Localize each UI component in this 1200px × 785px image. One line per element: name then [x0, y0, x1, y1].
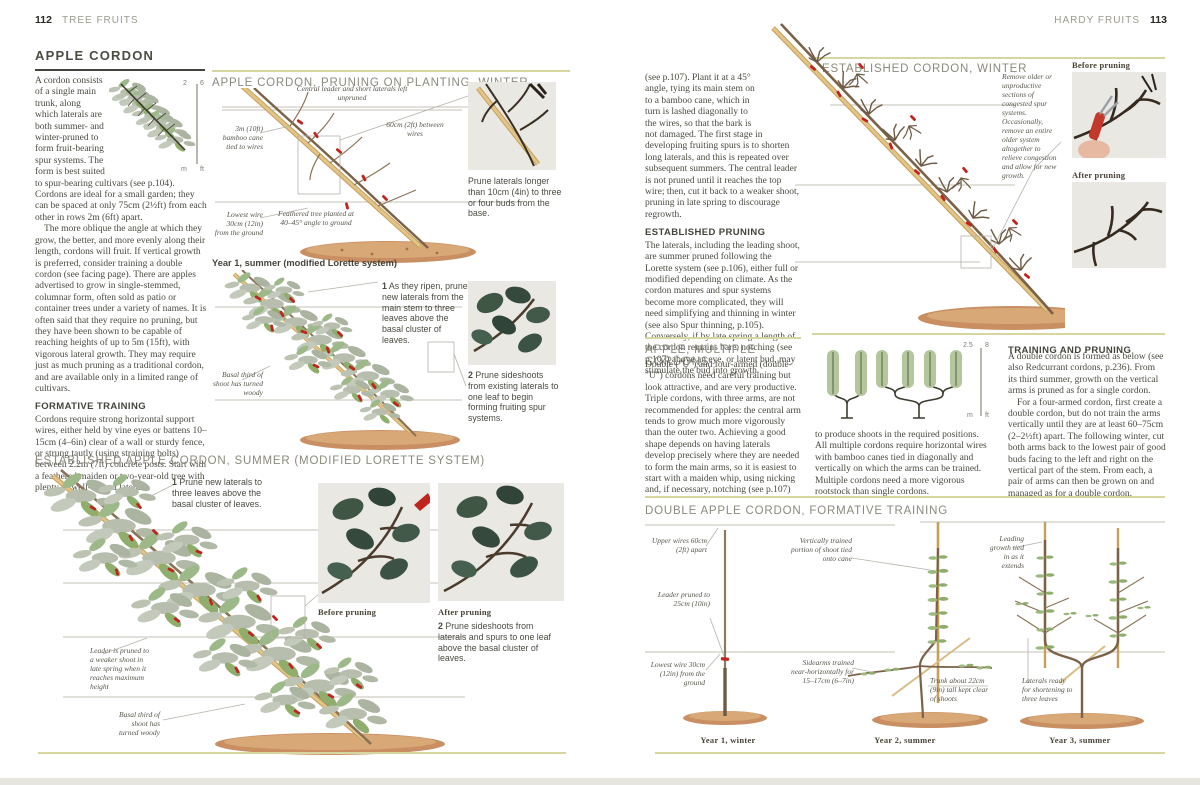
training-para1: A double cordon is formed as below (see …	[1008, 352, 1164, 397]
col1-para1: (see p.107). Plant it at a 45° angle, ty…	[645, 73, 800, 220]
year1-step1: 1 As they ripen, prune new laterals from…	[382, 281, 468, 346]
multiple-cordons-icon	[827, 348, 982, 419]
before-pruning-label-right: Before pruning	[1072, 60, 1131, 70]
multi-scale-ft-unit: ft	[985, 412, 989, 419]
multiple-cordons-text: Double ("U") and four-armed (double-"U")…	[645, 360, 801, 496]
rule-left-bottom	[38, 752, 566, 754]
label-leader-pruned-summer: Leader is pruned to a weaker shoot in la…	[90, 646, 149, 691]
caption-year3-summer: Year 3, summer	[1049, 735, 1111, 745]
label-laterals-ready: Laterals ready for shortening to three l…	[1022, 676, 1073, 703]
winter-before-photo	[1072, 72, 1166, 158]
multiple-cordons-heading: APPLE, MULTIPLE CORDONS	[645, 344, 756, 368]
year1-inset-photo	[468, 281, 556, 365]
year1-summer-heading: Year 1, summer (modified Lorette system)	[212, 258, 397, 268]
training-pruning-text: A double cordon is formed as below (see …	[1008, 352, 1166, 500]
running-head-left: TREE FRUITS	[62, 15, 139, 26]
multi-scale-m-unit: m	[967, 412, 973, 419]
article-para1: A cordon consists of a single main trunk…	[35, 76, 207, 223]
established-step1: 1 Prune new laterals to three leaves abo…	[172, 477, 280, 509]
right-col1: (see p.107). Plant it at a 45° angle, ty…	[645, 73, 801, 378]
established-before-photo	[318, 483, 430, 603]
established-step2: 2 Prune sideshoots from laterals and spu…	[438, 621, 558, 664]
established-summer-illustration	[42, 469, 465, 755]
col1-cane-spacer	[759, 73, 801, 119]
icon-scale-m: 2	[183, 80, 187, 87]
year1-summer-illustration	[215, 270, 467, 450]
established-winter-heading: ESTABLISHED CORDON, WINTER	[822, 63, 1028, 75]
established-pruning-heading: ESTABLISHED PRUNING	[645, 227, 766, 239]
year1-step2-number: 2	[468, 370, 473, 380]
planting-winter-heading: APPLE CORDON, PRUNING ON PLANTING, WINTE…	[212, 77, 529, 89]
planting-inset-caption: Prune laterals longer than 10cm (4in) to…	[468, 176, 562, 219]
rule-right-bottom	[655, 752, 1165, 754]
planting-inset-photo	[468, 82, 556, 170]
double-cordon-illustration	[645, 521, 1165, 729]
article-title: APPLE CORDON	[35, 48, 205, 71]
page-number-left: 112	[35, 14, 52, 26]
established-step1-number: 1	[172, 477, 177, 487]
established-after-photo	[438, 483, 564, 601]
label-trunk: Trunk about 22cm (9in) tall kept clear o…	[930, 676, 989, 703]
single-cordon-icon	[109, 77, 198, 164]
established-summer-heading: ESTABLISHED APPLE CORDON, SUMMER (MODIFI…	[35, 455, 486, 467]
caption-year2-summer: Year 2, summer	[874, 735, 936, 745]
rule-winter-top	[812, 57, 1165, 59]
label-sidearms: Sidearms trained near-horizontally for 1…	[791, 658, 854, 685]
label-lowest-wire-double: Lowest wire 30cm (12in) from the ground	[650, 660, 705, 687]
label-central-leader: Central leader and short laterals left u…	[296, 84, 408, 102]
page-edge-strip	[0, 778, 1200, 785]
year1-step1-text: As they ripen, prune new laterals from t…	[382, 281, 468, 345]
multiple-cordons-figure: 2.5 8 m ft	[815, 342, 993, 424]
label-basal-third-established: Basal third of shoot has turned woody	[118, 710, 160, 737]
rule-winter-bottom	[812, 333, 1165, 335]
label-vertical-shoot: Vertically trained portion of shoot tied…	[790, 536, 852, 563]
icon-scale-ft-unit: ft	[200, 166, 204, 173]
established-step1-text: Prune new laterals to three leaves above…	[172, 477, 262, 509]
cordon-icon-figure: 2 6 m ft	[109, 76, 207, 176]
after-pruning-label-left: After pruning	[438, 607, 492, 617]
label-feathered-tree: Feathered tree planted at 40–45° angle t…	[278, 209, 354, 227]
double-cordon-heading: DOUBLE APPLE CORDON, FORMATIVE TRAINING	[645, 505, 948, 517]
page-number-right: 113	[1150, 14, 1167, 26]
running-head-right: HARDY FRUITS	[1054, 15, 1140, 26]
established-step2-number: 2	[438, 621, 443, 631]
rule-double-top	[645, 496, 1165, 498]
label-between-wires: 60cm (2ft) between wires	[386, 120, 444, 138]
formative-training-heading: FORMATIVE TRAINING	[35, 401, 146, 413]
after-pruning-label-right: After pruning	[1072, 170, 1126, 180]
training-para2: For a four-armed cordon, first create a …	[1008, 397, 1166, 499]
established-step2-text: Prune sideshoots from laterals and spurs…	[438, 621, 551, 664]
year1-step1-number: 1	[382, 281, 387, 291]
multi-scale-m: 2.5	[963, 342, 973, 349]
year1-step2: 2 Prune sideshoots from existing lateral…	[468, 370, 562, 424]
training-pruning-heading: TRAINING AND PRUNING	[1008, 345, 1132, 356]
article-body: 2 6 m ft A cordon consists of a single m…	[35, 76, 207, 495]
rule-planting-top	[212, 70, 570, 72]
icon-scale-m-unit: m	[181, 166, 187, 173]
article-para2: The more oblique the angle at which they…	[35, 224, 207, 394]
multiple-cordons-continuation: to produce shoots in the required positi…	[815, 430, 987, 498]
rule-multiple-top	[645, 337, 801, 339]
label-bamboo-cane: 3m (10ft) bamboo cane tied to wires	[222, 124, 263, 151]
label-upper-wires: Upper wires 60cm (2ft) apart	[651, 536, 707, 554]
winter-after-photo	[1072, 182, 1166, 268]
label-basal-third-y1: Basal third of shoot has turned woody	[213, 370, 264, 397]
established-pruning-text: The laterals, including the leading shoo…	[645, 240, 800, 377]
label-leading-growth: Leading growth tied in as it extends	[989, 534, 1024, 570]
label-leader-pruned: Leader pruned to 25cm (10in)	[657, 590, 710, 608]
winter-annotation: Remove older or unproductive sections of…	[1002, 72, 1057, 180]
year1-step2-text: Prune sideshoots from existing laterals …	[468, 370, 559, 424]
multi-scale-ft: 8	[985, 342, 989, 349]
label-lowest-wire: Lowest wire 30cm (12in) from the ground	[214, 210, 263, 237]
caption-year1-winter: Year 1, winter	[700, 735, 756, 745]
before-pruning-label-left: Before pruning	[318, 607, 377, 617]
icon-scale-ft: 6	[200, 80, 204, 87]
